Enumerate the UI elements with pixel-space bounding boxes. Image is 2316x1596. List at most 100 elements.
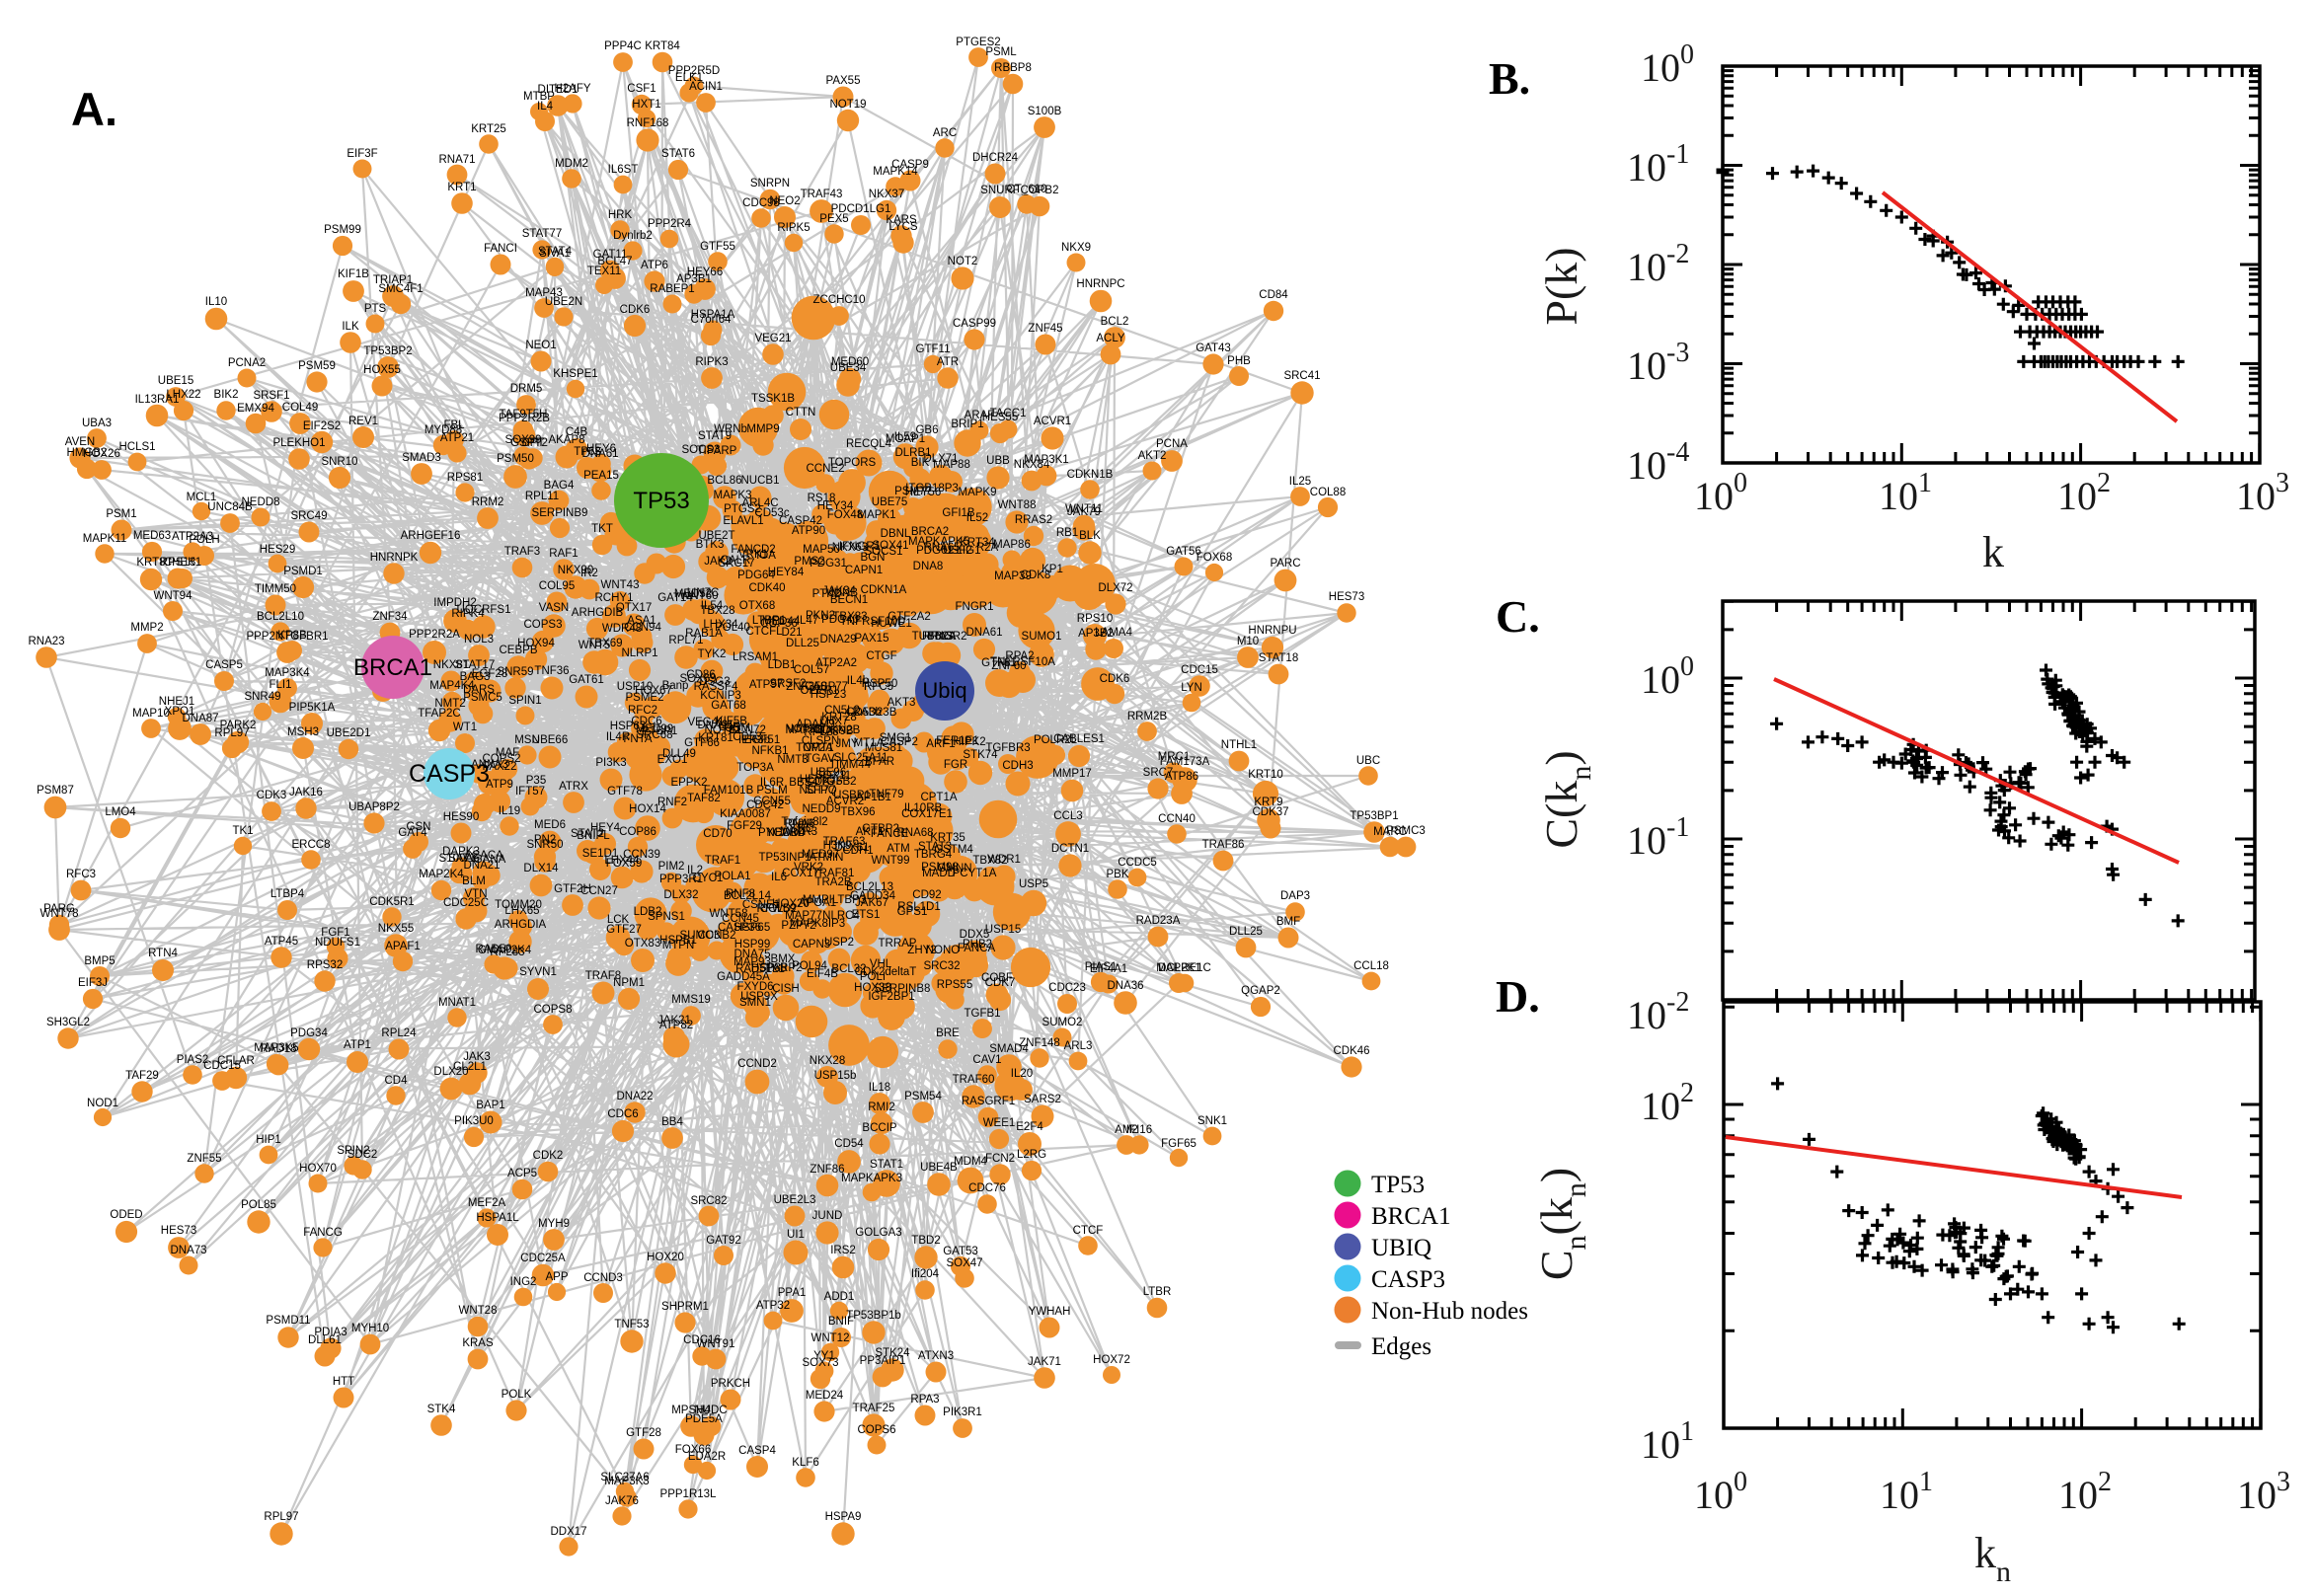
svg-text:GTF27: GTF27 <box>606 924 642 936</box>
svg-text:PSML: PSML <box>985 46 1017 58</box>
svg-text:MAP3K4: MAP3K4 <box>265 667 310 679</box>
svg-text:AVEN: AVEN <box>65 436 95 448</box>
svg-text:WNT43: WNT43 <box>601 579 640 591</box>
svg-text:HNRNPU: HNRNPU <box>1248 625 1296 637</box>
svg-text:MAPK14: MAPK14 <box>873 166 918 178</box>
svg-text:DAPK3: DAPK3 <box>442 846 480 858</box>
svg-text:HOX26: HOX26 <box>83 448 120 460</box>
svg-text:BNIPL: BNIPL <box>577 830 610 842</box>
svg-text:Non-Hub nodes: Non-Hub nodes <box>1371 1298 1528 1325</box>
svg-text:PCNA: PCNA <box>1156 438 1188 450</box>
svg-text:CD53c: CD53c <box>754 507 789 519</box>
svg-text:CDC76: CDC76 <box>968 1182 1006 1194</box>
svg-text:PSM1: PSM1 <box>106 508 136 520</box>
svg-text:RASGRF1: RASGRF1 <box>962 1096 1015 1107</box>
svg-text:HSP88: HSP88 <box>751 962 787 974</box>
svg-text:NKX63: NKX63 <box>832 542 868 554</box>
svg-text:MAP86: MAP86 <box>993 539 1031 551</box>
svg-text:RSL1D1: RSL1D1 <box>897 901 940 913</box>
svg-text:PSM87: PSM87 <box>37 785 74 797</box>
svg-text:UBE2T: UBE2T <box>698 530 734 542</box>
svg-text:TAF9T5H: TAF9T5H <box>500 409 548 420</box>
svg-text:RPL71: RPL71 <box>668 635 703 646</box>
svg-text:RFC2: RFC2 <box>628 705 657 717</box>
svg-text:GTF2H: GTF2H <box>554 883 591 895</box>
svg-text:MAP2K1: MAP2K1 <box>1156 962 1200 974</box>
svg-text:PCNA2: PCNA2 <box>228 357 266 369</box>
svg-text:STK24: STK24 <box>875 1347 910 1359</box>
svg-text:HES73: HES73 <box>1329 591 1364 603</box>
svg-text:COPS3: COPS3 <box>524 619 563 631</box>
svg-text:UBE66: UBE66 <box>532 734 568 746</box>
svg-text:TIMM50: TIMM50 <box>255 583 296 595</box>
svg-text:GMAP2K4: GMAP2K4 <box>478 945 532 956</box>
svg-text:WDR48: WDR48 <box>602 623 642 635</box>
svg-text:FOX68: FOX68 <box>1197 552 1232 564</box>
svg-text:KRT8: KRT8 <box>136 557 165 569</box>
svg-text:OPER1: OPER1 <box>801 685 839 697</box>
svg-text:GMNN: GMNN <box>937 863 971 874</box>
svg-text:MAPK11: MAPK11 <box>83 533 127 545</box>
svg-text:NHEJ1: NHEJ1 <box>159 696 194 708</box>
svg-text:PSM77: PSM77 <box>894 486 932 497</box>
svg-text:PBK: PBK <box>1106 869 1128 880</box>
svg-text:KIF5B: KIF5B <box>716 716 747 727</box>
svg-text:PPP2R5D: PPP2R5D <box>668 65 720 77</box>
svg-text:CDC15: CDC15 <box>203 1060 241 1072</box>
svg-text:WNT94: WNT94 <box>154 590 193 602</box>
svg-text:MMP17: MMP17 <box>1052 768 1092 780</box>
svg-text:CCN45: CCN45 <box>722 913 759 925</box>
svg-text:MED97: MED97 <box>802 849 839 861</box>
svg-text:TRAF3: TRAF3 <box>504 546 540 558</box>
svg-text:TP53BP2: TP53BP2 <box>363 345 412 357</box>
svg-text:AP3B1: AP3B1 <box>676 273 712 285</box>
svg-text:TRAF63: TRAF63 <box>823 836 866 848</box>
svg-text:CDK6: CDK6 <box>1100 673 1130 685</box>
svg-text:JMY: JMY <box>836 738 859 750</box>
svg-text:PDCD1LG1: PDCD1LG1 <box>831 203 891 215</box>
svg-text:PPP4C: PPP4C <box>604 40 642 52</box>
svg-text:KRT81: KRT81 <box>698 732 733 744</box>
svg-text:POLR2L: POLR2L <box>1034 734 1078 746</box>
svg-text:TNF53: TNF53 <box>614 1319 649 1330</box>
svg-text:AP1B1: AP1B1 <box>856 792 891 803</box>
svg-text:CD4: CD4 <box>384 1075 408 1087</box>
svg-text:ATP97: ATP97 <box>749 679 783 691</box>
svg-text:DLL25: DLL25 <box>1229 926 1263 938</box>
svg-text:DCTN1: DCTN1 <box>1051 843 1089 855</box>
svg-text:PARG: PARG <box>43 903 75 915</box>
svg-text:ADD1: ADD1 <box>824 1291 855 1303</box>
svg-text:FGF65: FGF65 <box>1161 1138 1197 1150</box>
svg-text:EIF4A1: EIF4A1 <box>1090 963 1127 975</box>
svg-text:RAD50: RAD50 <box>475 944 511 955</box>
svg-text:IL19: IL19 <box>499 805 520 817</box>
svg-text:PPP2R2A: PPP2R2A <box>409 629 460 641</box>
svg-text:PSME2: PSME2 <box>626 692 664 704</box>
svg-text:EDA2R: EDA2R <box>688 1451 726 1463</box>
svg-text:RFWD2: RFWD2 <box>757 903 798 915</box>
svg-text:RNA65: RNA65 <box>923 542 960 554</box>
svg-text:RPL24: RPL24 <box>381 1027 417 1039</box>
svg-text:CHEK1: CHEK1 <box>164 557 201 569</box>
svg-text:C.: C. <box>1496 591 1540 642</box>
svg-text:CCN40: CCN40 <box>1158 813 1196 825</box>
svg-text:MAF: MAF <box>496 747 519 759</box>
svg-text:CDK2: CDK2 <box>533 1150 564 1162</box>
svg-text:BRCA1: BRCA1 <box>353 654 432 681</box>
svg-text:MAPK3: MAPK3 <box>714 490 752 501</box>
svg-text:CDC6: CDC6 <box>607 1108 638 1120</box>
svg-text:ASA1: ASA1 <box>627 615 656 627</box>
svg-text:TP53: TP53 <box>633 488 689 514</box>
svg-text:MED63: MED63 <box>133 530 171 542</box>
svg-text:DDX5: DDX5 <box>960 929 990 941</box>
svg-text:TOPORS: TOPORS <box>828 457 877 469</box>
svg-text:ATP45: ATP45 <box>265 936 298 948</box>
svg-text:GTF66: GTF66 <box>684 737 720 749</box>
svg-text:OSM: OSM <box>725 722 750 734</box>
svg-text:DNA61: DNA61 <box>965 627 1002 639</box>
svg-text:PCYT1A: PCYT1A <box>953 868 997 879</box>
svg-text:CTTN: CTTN <box>786 407 816 418</box>
svg-text:ANXA3: ANXA3 <box>471 759 508 771</box>
svg-text:STAT4: STAT4 <box>538 246 573 258</box>
svg-text:IER3b: IER3b <box>738 734 770 746</box>
